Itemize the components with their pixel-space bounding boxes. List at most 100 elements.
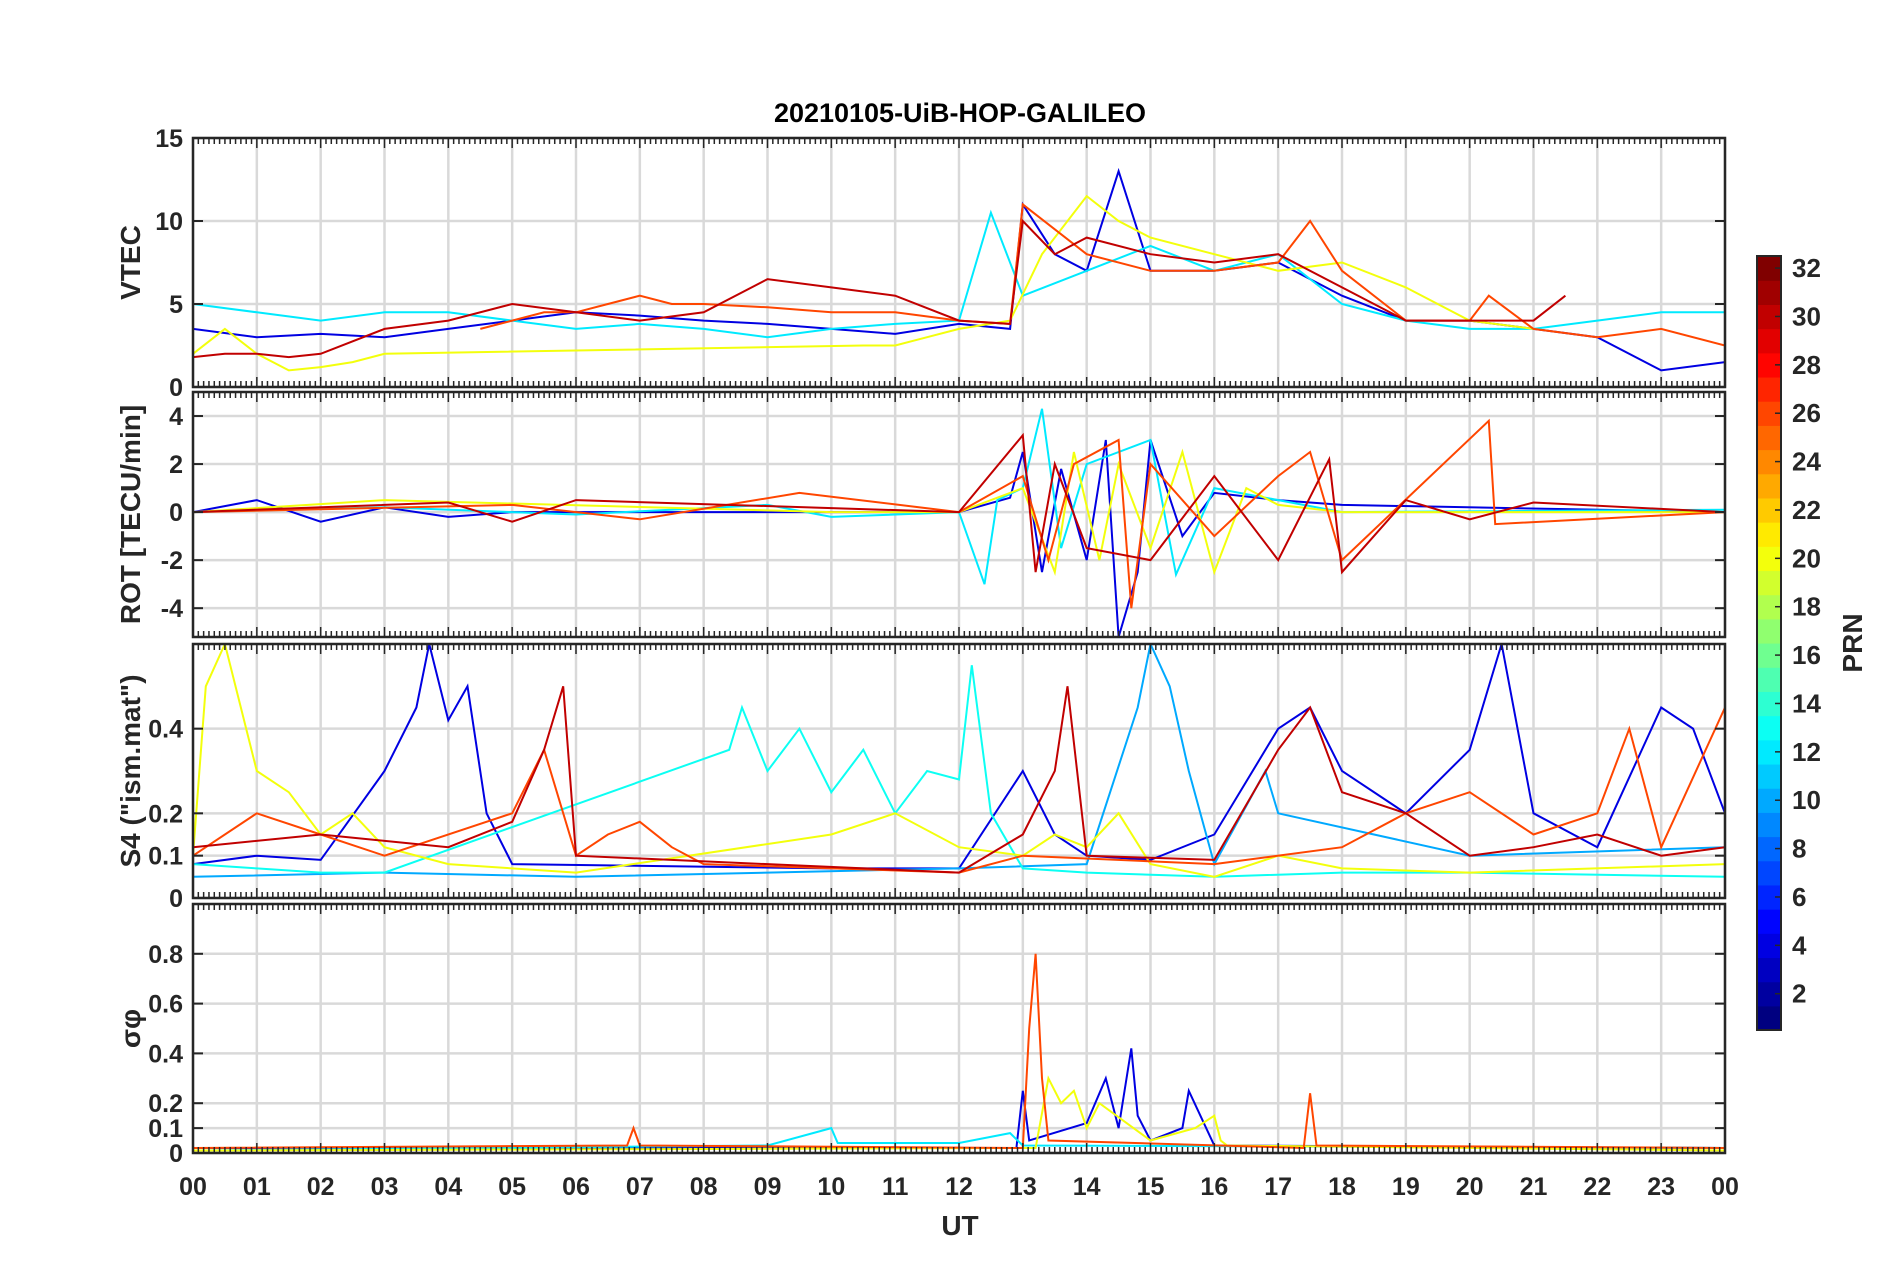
y-tick-label: 0.2: [148, 1090, 183, 1118]
y-axis-label: S4 ("ism.mat"): [115, 674, 146, 867]
y-axis-label: σφ: [115, 1009, 146, 1048]
colorbar-tick-label: 16: [1792, 640, 1821, 670]
x-tick-label: 20: [1456, 1173, 1484, 1201]
colorbar-segment: [1757, 812, 1781, 838]
x-tick-label: 12: [945, 1173, 973, 1201]
series-line-prn-12: [193, 209, 1725, 339]
x-tick-label: 15: [1137, 1173, 1165, 1201]
x-tick-label: 07: [626, 1173, 654, 1201]
x-tick-label: 06: [562, 1173, 590, 1201]
series-line-prn-30: [193, 218, 1567, 359]
y-tick-label: 0.4: [148, 1040, 183, 1068]
colorbar: 32 30 28 26 24 22 20 18 16 14 12 10 8 6 4 2 PRN: [1756, 253, 1868, 1031]
colorbar-segment: [1757, 1005, 1781, 1031]
colorbar-tick-label: 6: [1792, 882, 1806, 912]
x-tick-label: 14: [1073, 1173, 1101, 1201]
colorbar-segment: [1757, 909, 1781, 934]
x-tick-label: 09: [754, 1173, 782, 1201]
colorbar-tick-label: 18: [1792, 592, 1821, 622]
x-tick-label: 23: [1647, 1173, 1675, 1201]
y-tick-label: -2: [161, 547, 183, 575]
colorbar-tick-label: 26: [1792, 398, 1821, 428]
colorbar-segment: [1757, 473, 1781, 499]
colorbar-segment: [1757, 763, 1781, 789]
series-line-prn-26: [193, 953, 1725, 1150]
colorbar-segment: [1757, 715, 1781, 741]
series-line-prn-4: [193, 1048, 1725, 1149]
y-tick-label: 0: [169, 1140, 183, 1168]
colorbar-tick-label: 32: [1792, 253, 1821, 283]
colorbar-tick-label: 4: [1792, 930, 1807, 960]
y-tick-label: 0: [169, 374, 183, 402]
y-tick-label: 0.1: [148, 843, 183, 871]
panel-frame: [191, 642, 1727, 900]
x-tick-label: 22: [1583, 1173, 1611, 1201]
panel-frame: [191, 902, 1727, 1155]
series-line-prn-30: [193, 686, 1725, 874]
y-tick-label: 0.4: [148, 716, 183, 744]
colorbar-segment: [1757, 618, 1781, 644]
colorbar-segment: [1757, 425, 1781, 451]
panel-sigma_phi: 00.10.2 0.4 0.6 0.8 σφ: [115, 902, 1727, 1168]
y-tick-label: 0: [169, 885, 183, 913]
colorbar-segment: [1757, 376, 1781, 402]
colorbar-tick-label: 2: [1792, 979, 1806, 1009]
colorbar-tick-label: 8: [1792, 834, 1806, 864]
x-tick-label: 08: [690, 1173, 718, 1201]
y-tick-label: 0.8: [148, 941, 183, 969]
series-line-prn-30: [193, 432, 1725, 575]
y-tick-label: 2: [169, 451, 183, 479]
x-tick-label: 03: [371, 1173, 399, 1201]
series-line-prn-12: [193, 1126, 1725, 1152]
x-tick-label: 00: [1711, 1173, 1739, 1201]
colorbar-frame: [1756, 255, 1782, 1031]
y-tick-label: -4: [161, 595, 183, 623]
x-axis: 00 01 02 03 04 05 06 07 08 09 10 11 12 13 14 15 16 17 18 19…: [179, 1173, 1739, 1201]
colorbar-tick-label: 10: [1792, 785, 1821, 815]
x-tick-label: 13: [1009, 1173, 1037, 1201]
x-tick-label: 10: [817, 1173, 845, 1201]
series-line-prn-20: [193, 448, 1725, 576]
colorbar-segment: [1757, 957, 1781, 983]
colorbar-tick-label: 30: [1792, 301, 1821, 331]
series-line-prn-20: [193, 1075, 1725, 1152]
y-tick-label: 0.2: [148, 800, 183, 828]
panel-frame: [191, 136, 1727, 389]
colorbar-tick-label: 20: [1792, 543, 1821, 573]
y-tick-label: 5: [169, 291, 183, 319]
y-tick-label: 4: [169, 403, 183, 431]
series-line-prn-26: [193, 707, 1725, 874]
series-line-prn-26: [480, 202, 1725, 347]
x-tick-label: 17: [1264, 1173, 1292, 1201]
panel-s4: 0 0.1 0.2 0.4S4 ("ism.mat"): [115, 642, 1727, 913]
series-line-prn-20: [193, 194, 1534, 372]
y-axis-label: ROT [TECU/min]: [115, 405, 146, 624]
x-tick-label: 11: [882, 1173, 909, 1201]
x-tick-label: 21: [1520, 1173, 1548, 1201]
colorbar-segment: [1757, 328, 1781, 354]
panel-vtec: 0 5 10 15 VTEC: [115, 125, 1727, 402]
colorbar-tick-label: 22: [1792, 495, 1821, 525]
x-tick-label: 02: [307, 1173, 335, 1201]
x-tick-label: 19: [1392, 1173, 1420, 1201]
colorbar-segment: [1757, 860, 1781, 886]
x-tick-label: 04: [434, 1173, 462, 1201]
x-tick-label: 18: [1328, 1173, 1356, 1201]
colorbar-tick-label: 28: [1792, 350, 1821, 380]
colorbar-label: PRN: [1837, 613, 1868, 672]
figure-title: 20210105-UiB-HOP-GALILEO: [774, 98, 1146, 128]
colorbar-segment: [1757, 570, 1781, 596]
y-tick-label: 15: [155, 125, 183, 153]
y-axis-label: VTEC: [115, 225, 146, 300]
colorbar-tick-label: 14: [1792, 688, 1821, 718]
series-line-prn-10: [193, 644, 1725, 878]
colorbar-segment: [1757, 280, 1781, 305]
colorbar-segment: [1757, 522, 1781, 547]
y-tick-label: 0: [169, 499, 183, 527]
panel-frame: [191, 390, 1727, 639]
x-tick-label: 00: [179, 1173, 207, 1201]
x-tick-label: 05: [498, 1173, 526, 1201]
series-line-prn-4: [193, 439, 1725, 637]
